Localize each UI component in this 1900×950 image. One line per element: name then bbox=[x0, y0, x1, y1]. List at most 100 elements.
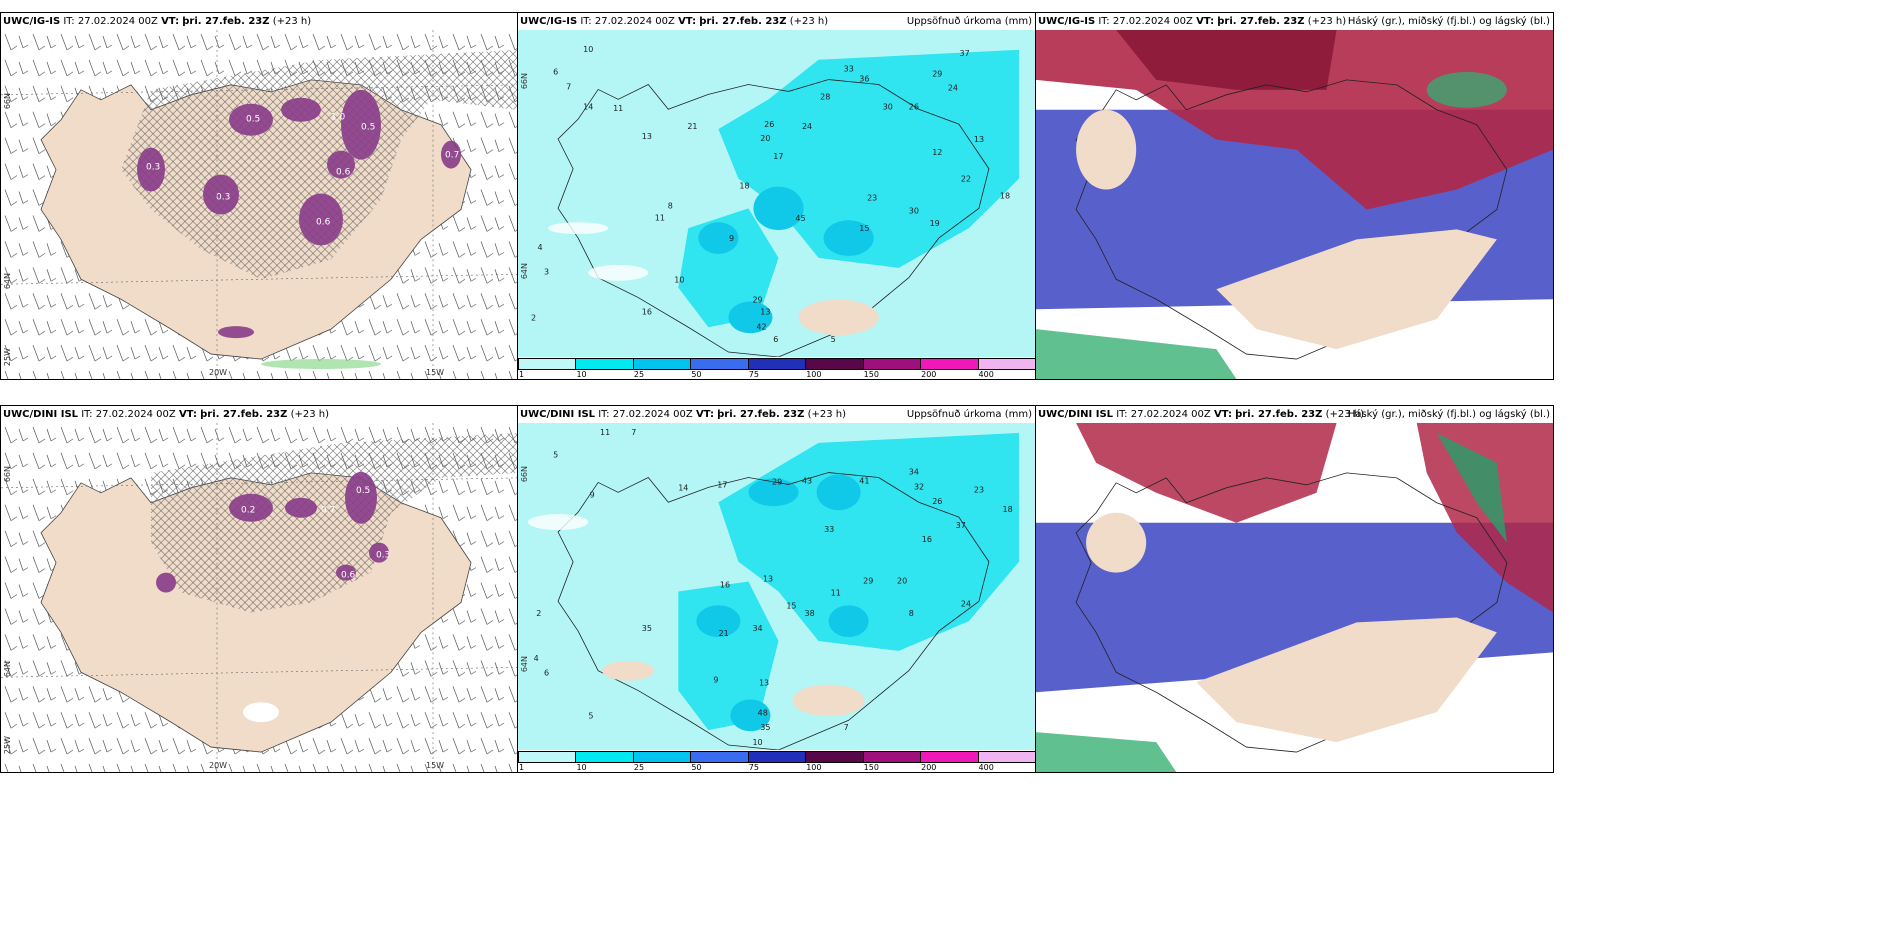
precip-value: 29 bbox=[932, 70, 942, 79]
colorbar-swatch bbox=[805, 751, 864, 763]
precip-value: 7 bbox=[631, 428, 636, 437]
svg-text:0.6: 0.6 bbox=[341, 571, 356, 581]
precip-value: 22 bbox=[961, 175, 971, 184]
svg-text:0.6: 0.6 bbox=[316, 217, 331, 227]
lon-label-25: 25W bbox=[3, 348, 12, 367]
colorbar-swatch bbox=[920, 358, 979, 370]
colorbar-tick-label: 10 bbox=[576, 763, 587, 772]
map-area bbox=[1036, 30, 1553, 379]
panel-header: UWC/DINI ISL IT: 27.02.2024 00Z VT: þri.… bbox=[1, 406, 517, 423]
lon-label-15: 15W bbox=[426, 761, 445, 770]
svg-text:0.3: 0.3 bbox=[216, 193, 230, 203]
svg-text:0.5: 0.5 bbox=[356, 486, 370, 496]
panel-header: UWC/IG-IS IT: 27.02.2024 00Z VT: þri. 27… bbox=[518, 13, 1035, 30]
colorbar-tick-label: 10 bbox=[576, 370, 587, 379]
panel-header: UWC/IG-IS IT: 27.02.2024 00Z VT: þri. 27… bbox=[1036, 13, 1553, 30]
colorbar-tick-label: 400 bbox=[978, 763, 994, 772]
colorbar-tick-label: 50 bbox=[691, 370, 702, 379]
map-area bbox=[1036, 423, 1553, 772]
panel-dini-precipitation-type: UWC/DINI ISL IT: 27.02.2024 00Z VT: þri.… bbox=[0, 405, 518, 773]
precip-value: 11 bbox=[600, 428, 610, 437]
hatch-area bbox=[121, 49, 517, 280]
precip-value: 23 bbox=[974, 485, 984, 494]
precip-value: 9 bbox=[590, 490, 595, 499]
colorbar-tick-label: 100 bbox=[806, 370, 822, 379]
lon-label-20: 20W bbox=[209, 368, 228, 377]
colorbar-swatch bbox=[862, 751, 922, 763]
precip-value: 23 bbox=[867, 193, 877, 202]
precip-value: 15 bbox=[859, 224, 869, 233]
panel-dini-accumulated-precip: UWC/DINI ISL IT: 27.02.2024 00Z VT: þri.… bbox=[517, 405, 1036, 773]
lat-label-64: 64N bbox=[520, 263, 529, 280]
precip-value: 24 bbox=[961, 599, 971, 608]
colorbar-tick-label: 50 bbox=[691, 763, 702, 772]
precip-value: 26 bbox=[932, 497, 942, 506]
precip-value: 17 bbox=[717, 480, 727, 489]
precip-value: 7 bbox=[566, 82, 571, 91]
precip-value: 13 bbox=[974, 135, 984, 144]
precip-value: 6 bbox=[553, 68, 558, 77]
precip-value: 29 bbox=[863, 577, 873, 586]
lat-label-64: 64N bbox=[3, 661, 12, 678]
colorbar-tick-label: 200 bbox=[921, 370, 937, 379]
precip-value: 48 bbox=[758, 708, 768, 717]
colorbar-swatch bbox=[862, 358, 922, 370]
map-area: 0.5 0.7 0.2 0.3 0.6 bbox=[1, 423, 517, 772]
colorbar-swatch bbox=[518, 358, 577, 370]
hatch-value-labels: 0.5 1.0 0.5 0.3 0.3 0.6 0.6 0.7 bbox=[146, 113, 459, 228]
precip-value: 10 bbox=[583, 45, 593, 54]
precip-value: 8 bbox=[909, 609, 914, 618]
precip-value: 32 bbox=[914, 482, 924, 491]
precip-value: 2 bbox=[536, 609, 541, 618]
svg-text:0.5: 0.5 bbox=[361, 123, 375, 133]
colorbar-swatch bbox=[632, 358, 692, 370]
colorbar-swatch bbox=[747, 751, 807, 763]
panel-igis-cloud-cover: UWC/IG-IS IT: 27.02.2024 00Z VT: þri. 27… bbox=[1035, 12, 1554, 380]
precip-value: 5 bbox=[553, 451, 558, 460]
precip-value: 15 bbox=[786, 601, 796, 610]
precip-value: 13 bbox=[642, 132, 652, 141]
precip-value: 24 bbox=[802, 122, 812, 131]
lat-label-66: 66N bbox=[3, 93, 12, 110]
precip-value: 37 bbox=[960, 49, 970, 58]
precip-value: 34 bbox=[909, 468, 919, 477]
precip-value: 11 bbox=[831, 588, 841, 597]
svg-text:0.7: 0.7 bbox=[445, 151, 459, 161]
precip-value: 18 bbox=[1003, 505, 1013, 514]
svg-text:0.5: 0.5 bbox=[246, 115, 260, 125]
precip-value: 35 bbox=[642, 624, 652, 633]
colorbar-tick-label: 75 bbox=[748, 370, 759, 379]
precip-value: 9 bbox=[713, 676, 718, 685]
precip-value: 20 bbox=[760, 134, 770, 143]
precip-value: 19 bbox=[930, 219, 940, 228]
lat-label-64: 64N bbox=[3, 273, 12, 290]
precip-value: 7 bbox=[844, 723, 849, 732]
precip-value: 5 bbox=[588, 711, 593, 720]
lat-label-66: 66N bbox=[520, 466, 529, 483]
lon-label-20: 20W bbox=[209, 761, 228, 770]
colorbar-swatch bbox=[575, 751, 634, 763]
colorbar-swatch bbox=[632, 751, 692, 763]
precip-value: 17 bbox=[773, 152, 783, 161]
panel-dini-cloud-cover: UWC/DINI ISL IT: 27.02.2024 00Z VT: þri.… bbox=[1035, 405, 1554, 773]
precip-value: 38 bbox=[805, 609, 815, 618]
precip-value: 37 bbox=[956, 521, 966, 530]
precip-value: 4 bbox=[534, 654, 539, 663]
colorbar-swatch bbox=[977, 751, 1035, 763]
precip-value: 13 bbox=[759, 679, 769, 688]
precip-value: 26 bbox=[764, 120, 774, 129]
precip-value: 14 bbox=[583, 102, 593, 111]
colorbar-tick-label: 1 bbox=[519, 763, 525, 772]
precip-value: 11 bbox=[655, 213, 665, 222]
panel-igis-precipitation-type: UWC/IG-IS IT: 27.02.2024 00Z VT: þri. 27… bbox=[0, 12, 518, 380]
precip-value: 36 bbox=[859, 75, 869, 84]
colorbar-tick-label: 75 bbox=[748, 763, 759, 772]
svg-text:1.0: 1.0 bbox=[331, 113, 346, 123]
lon-label-15: 15W bbox=[426, 368, 445, 377]
lon-label-25: 25W bbox=[3, 736, 12, 755]
precip-value: 11 bbox=[613, 104, 623, 113]
colorbar-swatch bbox=[920, 751, 979, 763]
colorbar-swatch bbox=[518, 751, 577, 763]
map-area: 11 7 5 9 14 17 29 43 41 34 32 26 23 18 33 16 20 29 8 24 37 13… bbox=[518, 423, 1035, 750]
precip-value: 16 bbox=[922, 535, 932, 544]
